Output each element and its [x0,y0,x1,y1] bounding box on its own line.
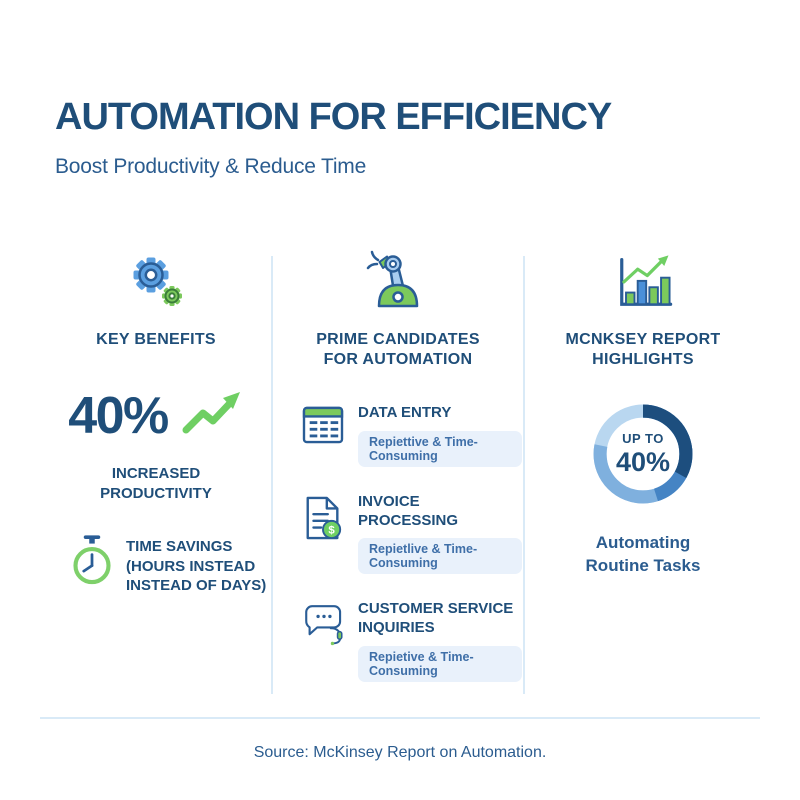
donut-center-label: UP TO 40% [587,398,699,510]
candidate-title: CUSTOMER SERVICE INQUIRIES [358,600,514,636]
list-item-invoice-processing: $ INVOICE PROCESSING Repietlive & Time-C… [302,493,522,575]
column-prime-candidates: PRIME CANDIDATES FOR AUTOMATION DATA ENT… [274,250,522,682]
column-key-benefits: KEY BENEFITS 40% INCREASED PRODUCTIVITY [40,250,272,596]
donut-chart: UP TO 40% [587,398,699,510]
column-heading-key-benefits: KEY BENEFITS [96,331,216,348]
stopwatch-icon [70,533,114,594]
list-item-customer-service: CUSTOMER SERVICE INQUIRIES Repietive & T… [302,600,522,682]
time-savings-label: TIME SAVINGS (HOURS INSTEAD INSTEAD OF D… [126,538,267,594]
candidate-title: INVOICE PROCESSING [358,492,459,529]
stat-caption: INCREASED PRODUCTIVITY [100,465,212,502]
column-divider [271,256,273,694]
candidate-tag-badge: Repiettive & Time-Consuming [358,430,522,467]
candidate-list: DATA ENTRY Repiettive & Time-Consuming $ [302,404,522,682]
column-heading-report-highlights: MCNKSEY REPORT HIGHLIGHTS [565,331,721,368]
spreadsheet-icon [302,404,348,467]
footer-divider [40,717,760,719]
chat-headset-icon [302,600,348,682]
candidate-tag-badge: Repietive & Time-Consuming [358,645,522,682]
stat-value: 40% [68,387,169,445]
robot-arm-icon [366,250,430,316]
candidate-title: DATA ENTRY [358,404,452,421]
donut-caption: Automating Routine Tasks [585,533,701,575]
invoice-icon: $ [302,493,348,575]
column-heading-prime-candidates: PRIME CANDIDATES FOR AUTOMATION [316,331,480,368]
candidate-tag-badge: Repietlive & Time-Consuming [358,538,522,575]
time-savings-item: TIME SAVINGS (HOURS INSTEAD INSTEAD OF D… [70,533,266,596]
column-report-highlights: MCNKSEY REPORT HIGHLIGHTS UP TO 40% Auto… [526,250,760,578]
gears-icon [124,250,188,316]
list-item-data-entry: DATA ENTRY Repiettive & Time-Consuming [302,404,522,467]
productivity-stat: 40% [68,386,244,446]
header: AUTOMATION FOR EFFICIENCY Boost Producti… [55,96,612,179]
source-note: Source: McKinsey Report on Automation. [253,744,547,761]
page-title: AUTOMATION FOR EFFICIENCY [55,96,612,138]
svg-text:$: $ [328,525,335,537]
donut-label-value: 40% [615,446,671,477]
bar-chart-icon [609,250,677,316]
donut-label-top: UP TO [622,430,664,446]
growth-arrow-icon [182,388,244,445]
column-divider [523,256,525,694]
page-subtitle: Boost Productivity & Reduce Time [55,155,367,178]
